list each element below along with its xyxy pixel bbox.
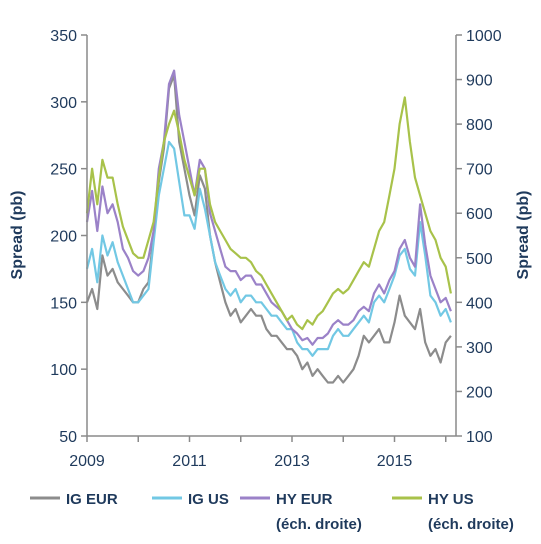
right-tick-label: 900 xyxy=(466,73,493,90)
legend-label: IG EUR xyxy=(66,491,118,508)
right-tick-label: 600 xyxy=(466,206,493,223)
right-axis: 1000 900 800 700 600 500 400 300 200 100 xyxy=(455,28,502,446)
series-line-hy-us xyxy=(85,96,452,331)
left-tick-label: 350 xyxy=(50,28,77,45)
left-tick-label: 200 xyxy=(50,229,77,246)
legend-label: HY EUR xyxy=(276,491,333,508)
left-tick-label: 250 xyxy=(50,162,77,179)
left-axis-title: Spread (pb) xyxy=(9,191,26,280)
x-tick-label: 2011 xyxy=(172,453,207,470)
legend-label-sub: (éch. droite) xyxy=(276,516,362,533)
right-tick-label: 300 xyxy=(466,340,493,357)
series-line-ig-us xyxy=(85,140,452,357)
x-axis: 2009 2011 2013 2015 xyxy=(69,435,456,470)
series-line-hy-eur xyxy=(85,69,452,346)
right-tick-label: 400 xyxy=(466,295,493,312)
left-tick-label: 50 xyxy=(59,429,77,446)
x-tick-label: 2009 xyxy=(69,453,105,470)
left-axis: 350 300 250 200 150 100 50 xyxy=(50,28,88,446)
right-tick-label: 1000 xyxy=(466,28,502,45)
x-tick-label: 2015 xyxy=(377,453,413,470)
right-tick-label: 800 xyxy=(466,117,493,134)
right-tick-label: 700 xyxy=(466,162,493,179)
legend-label: HY US xyxy=(428,491,474,508)
legend-label: IG US xyxy=(188,491,229,508)
legend-label-sub: (éch. droite) xyxy=(428,516,514,533)
right-tick-label: 500 xyxy=(466,251,493,268)
right-axis-title: Spread (pb) xyxy=(515,191,532,280)
right-tick-label: 100 xyxy=(466,429,493,446)
plot-lines xyxy=(85,69,452,384)
series-line-ig-eur xyxy=(85,73,452,384)
left-tick-label: 150 xyxy=(50,295,77,312)
x-tick-label: 2013 xyxy=(274,453,310,470)
left-tick-label: 300 xyxy=(50,95,77,112)
legend: IG EUR IG US HY EUR (éch. droite) HY US (éch.… xyxy=(30,491,514,533)
left-tick-label: 100 xyxy=(50,362,77,379)
right-tick-label: 200 xyxy=(466,384,493,401)
